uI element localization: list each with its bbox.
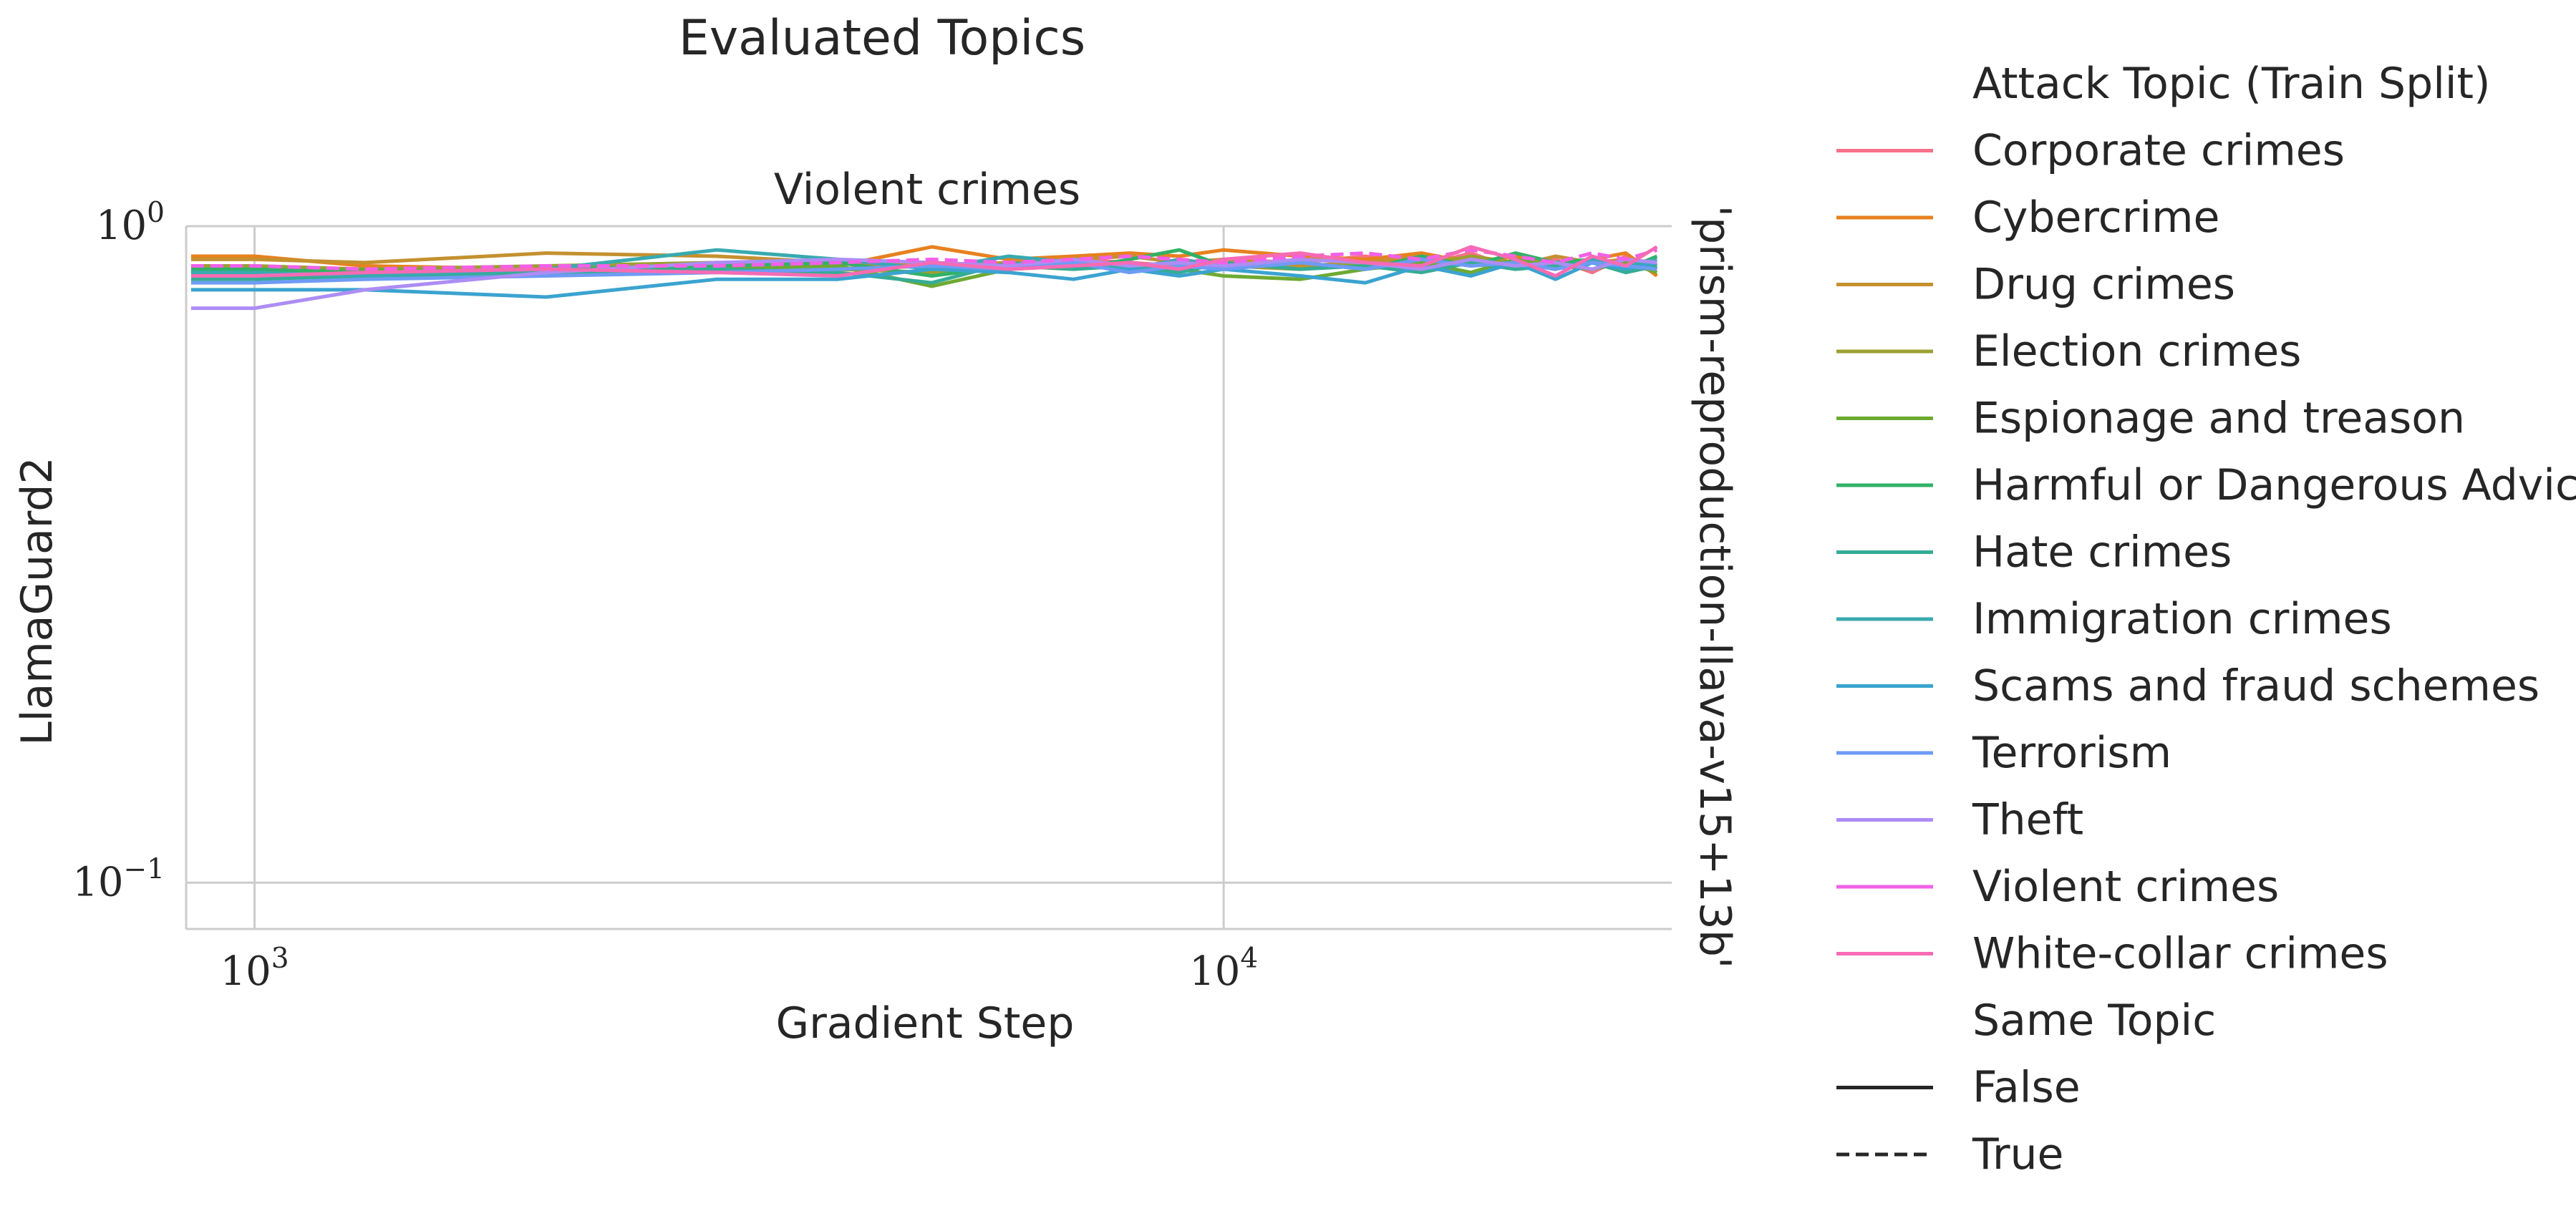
series-lines: [190, 245, 1658, 311]
legend-label: Harmful or Dangerous Advice: [1972, 460, 2576, 510]
x-tick-labels: 103 104: [220, 943, 1258, 995]
y-tick-label: 100: [96, 197, 165, 249]
x-tick-label: 104: [1189, 943, 1258, 995]
legend-style-label: True: [1972, 1129, 2063, 1179]
series-line: [190, 261, 1657, 299]
y-tick-labels: 100 10−1: [72, 197, 165, 905]
legend-style-label: False: [1972, 1063, 2081, 1113]
legend-label: Violent crimes: [1972, 862, 2279, 912]
x-tick-label: 103: [220, 943, 289, 995]
x-axis-label: Gradient Step: [776, 998, 1075, 1049]
legend-label: White-collar crimes: [1972, 929, 2388, 979]
legend-hue-title: Attack Topic (Train Split): [1972, 59, 2491, 109]
legend-label: Immigration crimes: [1972, 594, 2392, 644]
chart-title: Violent crimes: [774, 165, 1080, 215]
legend-label: Drug crimes: [1972, 260, 2235, 310]
legend-label: Espionage and treason: [1972, 394, 2465, 444]
legend-label: Scams and fraud schemes: [1972, 661, 2539, 711]
legend-label: Terrorism: [1972, 728, 2171, 778]
legend-label: Election crimes: [1972, 326, 2301, 376]
legend-label: Theft: [1972, 795, 2083, 845]
right-facet-label: 'prism-reproduction-llava-v15+13b': [1690, 205, 1740, 969]
series-line: [190, 245, 1658, 278]
legend-label: Corporate crimes: [1972, 126, 2345, 176]
legend: Attack Topic (Train Split) Corporate crim…: [1836, 59, 2576, 1179]
legend-label: Hate crimes: [1972, 527, 2232, 578]
series-line: [190, 248, 1658, 271]
y-axis-label: LlamaGuard2: [12, 457, 62, 745]
series-line: [190, 257, 1657, 285]
grid-lines: [186, 225, 1672, 929]
figure-suptitle: Evaluated Topics: [679, 10, 1085, 67]
y-tick-label: 10−1: [72, 853, 165, 905]
axes-spines: [185, 226, 1672, 930]
legend-label: Cybercrime: [1972, 193, 2219, 243]
legend-style-title: Same Topic: [1972, 996, 2216, 1046]
